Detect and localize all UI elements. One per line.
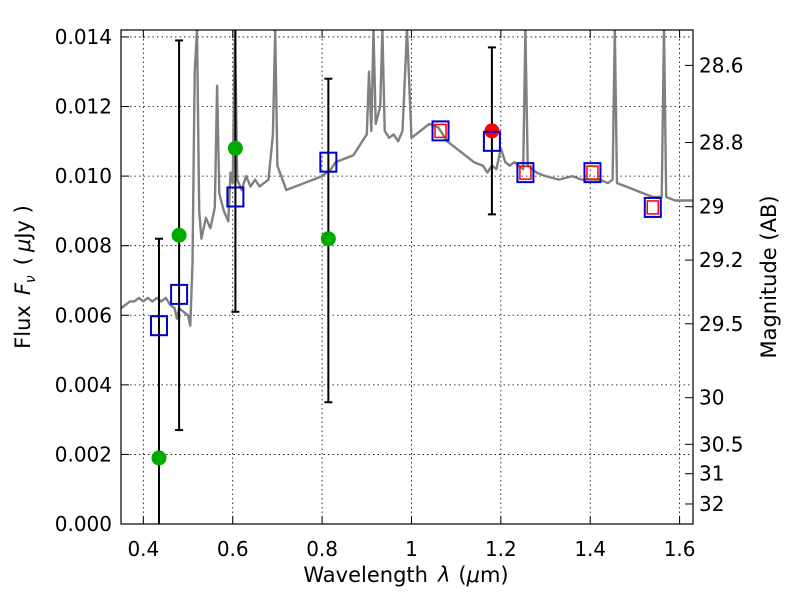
observed-point-green: [320, 231, 336, 247]
model-point-blue: [583, 162, 602, 184]
model-point-blue: [226, 186, 245, 208]
y-tick-label: 0.000: [55, 512, 112, 536]
y2-tick-label: 29.5: [699, 312, 744, 336]
x-tick-label: 0.4: [127, 537, 159, 561]
model-point-blue: [643, 196, 662, 218]
model-point-blue: [516, 162, 535, 184]
y2-axis-title: Magnitude (AB): [757, 195, 781, 358]
x-tick-label: 0.8: [306, 537, 338, 561]
model-point-blue: [319, 151, 338, 173]
y-tick-label: 0.008: [55, 234, 112, 258]
y2-tick-label: 32: [699, 492, 724, 516]
observed-point-green: [171, 227, 187, 243]
marker-layer: [149, 120, 662, 466]
x-tick-label: 1.6: [664, 537, 696, 561]
y-tick-label: 0.004: [55, 373, 112, 397]
model-point-blue: [431, 120, 450, 142]
y2-tick-label: 30: [699, 386, 724, 410]
spectrum-line: [121, 30, 693, 327]
model-point-blue: [149, 315, 168, 337]
spectrum-layer: [121, 30, 693, 327]
observed-point-green: [227, 140, 243, 156]
y2-tick-label: 28.6: [699, 53, 744, 77]
x-tick-label: 1.4: [574, 537, 606, 561]
x-tick-label: 1: [405, 537, 418, 561]
y-axis-title: FluxFν(μJy ): [11, 205, 39, 349]
x-axis-title: Wavelength λ (μm): [303, 563, 508, 587]
model-point-red: [519, 165, 532, 180]
model-point-red: [434, 123, 447, 139]
y-tick-label: 0.012: [55, 95, 112, 119]
y-tick-label: 0.006: [55, 303, 112, 327]
x-tick-label: 0.6: [217, 537, 249, 561]
model-point-blue: [170, 283, 189, 305]
model-point-red: [646, 200, 660, 215]
y2-tick-label: 30.5: [699, 432, 744, 456]
observed-point-green: [151, 450, 167, 466]
y-tick-label: 0.014: [55, 25, 112, 49]
y-tick-label: 0.010: [55, 164, 112, 188]
axis-ticks: [121, 30, 693, 525]
y2-tick-label: 29.2: [699, 248, 744, 272]
model-point-red: [586, 165, 599, 180]
model-point-blue: [482, 130, 501, 152]
y-tick-label: 0.002: [55, 442, 112, 466]
y2-tick-label: 28.8: [699, 131, 744, 155]
y2-tick-label: 29: [699, 195, 724, 219]
tick-labels: 0.4 0.6 0.8 1 1.2 1.4 1.6 0.000 0.002 0.004 0.006 0…: [55, 25, 744, 561]
x-tick-label: 1.2: [485, 537, 517, 561]
y2-tick-label: 31: [699, 462, 724, 486]
plot-frame: [120, 29, 694, 525]
